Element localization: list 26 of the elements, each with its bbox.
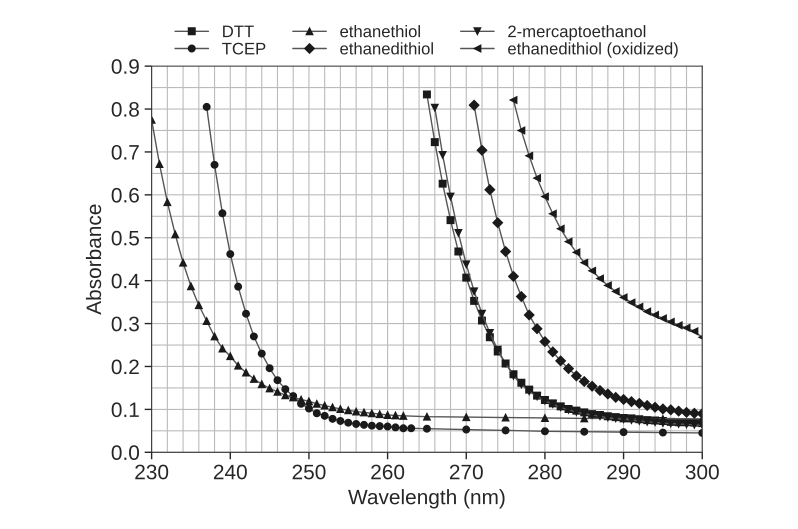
x-tick-label: 250 — [292, 464, 326, 480]
legend-label: 2-mercaptoethanol — [508, 25, 646, 41]
legend-label: ethanedithiol (oxidized) — [508, 42, 678, 58]
x-tick-label: 300 — [686, 464, 719, 480]
y-tick-label: 0.7 — [112, 144, 139, 160]
y-axis-title: Absorbance — [86, 204, 102, 315]
y-tick-label: 0.2 — [112, 359, 139, 374]
y-tick-label: 0.4 — [112, 274, 140, 288]
x-tick-label: 230 — [135, 464, 168, 480]
x-axis-title: Wavelength (nm) — [348, 489, 505, 508]
y-tick-label: 0.3 — [112, 316, 139, 332]
y-tick-label: 0.0 — [112, 445, 139, 460]
x-tick-label: 260 — [371, 464, 404, 480]
x-tick-label: 290 — [607, 464, 640, 480]
legend-label: ethanethiol — [340, 25, 420, 38]
legend-label: DTT — [223, 26, 254, 38]
y-tick-label: 0.5 — [112, 230, 139, 246]
x-tick-label: 270 — [450, 464, 483, 480]
x-tick-label: 280 — [528, 464, 562, 480]
y-tick-label: 0.9 — [112, 59, 139, 74]
y-tick-label: 0.6 — [112, 188, 139, 203]
legend-label: ethanedithiol — [340, 42, 433, 54]
y-tick-label: 0.1 — [112, 402, 139, 418]
legend-label: TCEP — [222, 42, 266, 54]
x-tick-label: 240 — [214, 464, 247, 480]
y-tick-label: 0.8 — [112, 102, 139, 117]
